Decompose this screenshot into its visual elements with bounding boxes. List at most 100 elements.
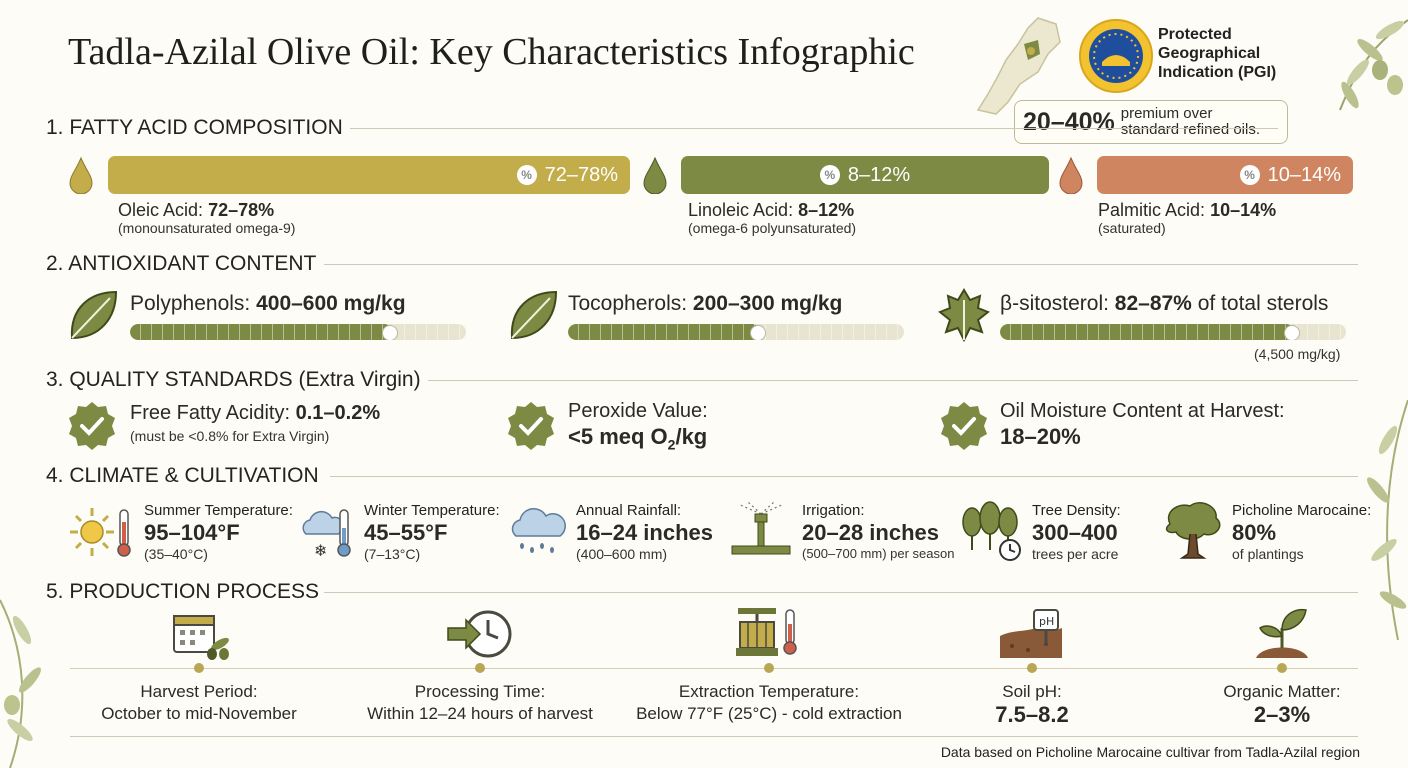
rainfall-value: 16–24 inches <box>576 520 713 545</box>
tocopherols-name: Tocopherols: <box>568 292 688 315</box>
oleic-label: Oleic Acid: 72–78% <box>118 200 274 221</box>
seedling-soil-icon <box>1256 608 1308 658</box>
rainfall-note: (400–600 mm) <box>576 546 668 562</box>
premium-line: premium over <box>1120 105 1213 122</box>
premium-callout: 20–40% premium over standard refined oil… <box>1014 100 1288 144</box>
page-title: Tadla-Azilal Olive Oil: Key Characterist… <box>68 31 915 73</box>
palmitic-bar-label: 10–14% <box>1267 163 1341 186</box>
oleic-note: (monounsaturated omega-9) <box>118 220 296 236</box>
extraction-value: Below 77°F (25°C) - cold extraction <box>636 704 902 723</box>
timeline-dot <box>194 663 204 673</box>
processing-label: Processing Time: <box>414 682 546 701</box>
gauge-fill <box>1000 324 1295 340</box>
tocopherols-label: Tocopherols: 200–300 mg/kg <box>568 292 842 316</box>
acidity-label: Free Fatty Acidity: 0.1–0.2% <box>130 402 380 425</box>
moisture-label: Oil Moisture Content at Harvest: <box>1000 400 1285 422</box>
polyphenols-value: 400–600 mg/kg <box>256 292 406 315</box>
check-badge-icon <box>69 402 115 450</box>
oak-leaf-icon <box>938 288 990 343</box>
section-heading-antioxidant: 2. ANTIOXIDANT CONTENT <box>46 252 317 275</box>
linoleic-bar: % 8–12% <box>681 156 1049 194</box>
timeline-line <box>70 668 1358 669</box>
olive-tree-icon <box>1165 502 1221 559</box>
summer-temp-value: 95–104°F <box>144 520 240 545</box>
extraction-step: Extraction Temperature: Below 77°F (25°C… <box>599 682 939 724</box>
sitosterol-label: β-sitosterol: 82–87% of total sterols <box>1000 292 1328 316</box>
tree-density-value: 300–400 <box>1032 520 1118 545</box>
picholine-label: Picholine Marocaine: <box>1232 502 1372 519</box>
palmitic-range: 10–14% <box>1210 200 1277 220</box>
section-heading-quality: 3. QUALITY STANDARDS (Extra Virgin) <box>46 368 421 391</box>
footer-rule <box>70 736 1358 737</box>
oil-drop-icon <box>643 156 667 194</box>
section-heading-production: 5. PRODUCTION PROCESS <box>46 580 320 603</box>
section-rule <box>330 476 1358 477</box>
tree-density-label: Tree Density: <box>1032 502 1121 519</box>
olive-branch-top-right-icon <box>1339 19 1408 111</box>
section-rule <box>428 380 1358 381</box>
gauge-knob <box>749 325 766 340</box>
harvest-step: Harvest Period: October to mid-November <box>49 682 349 724</box>
clock-arrow-icon <box>447 610 512 658</box>
polyphenols-gauge <box>130 324 466 340</box>
oleic-bar: % 72–78% <box>108 156 630 194</box>
palmitic-note: (saturated) <box>1098 220 1166 236</box>
soil-ph-label: Soil pH: <box>1002 682 1062 701</box>
trees-clock-icon <box>962 501 1021 561</box>
organic-matter-value: 2–3% <box>1253 702 1311 727</box>
oleic-bar-label: 72–78% <box>544 163 618 186</box>
percent-icon: % <box>819 165 840 185</box>
gauge-fill <box>130 324 393 340</box>
oleic-name: Oleic Acid: <box>118 200 204 220</box>
percent-icon: % <box>1239 165 1260 185</box>
soil-ph-meter-icon: pH <box>1000 609 1062 658</box>
section-rule <box>350 128 1278 129</box>
timeline-dot <box>1027 663 1037 673</box>
sprinkler-icon <box>731 501 791 555</box>
extraction-label: Extraction Temperature: <box>678 682 860 701</box>
calendar-olive-icon <box>173 615 229 660</box>
section-heading-climate: 4. CLIMATE & CULTIVATION <box>46 464 319 487</box>
check-badge-icon <box>508 402 554 450</box>
sitosterol-extra: (4,500 mg/kg) <box>1254 346 1341 362</box>
svg-text:pH: pH <box>1039 615 1054 628</box>
moisture-value: 18–20% <box>1000 424 1081 449</box>
sitosterol-value: 82–87% <box>1114 292 1192 315</box>
sun-thermometer-icon <box>70 508 131 557</box>
palmitic-name: Palmitic Acid: <box>1098 200 1206 220</box>
oil-drop-icon <box>1059 156 1083 194</box>
leaf-icon <box>510 290 558 340</box>
pgi-label-line: Indication (PGI) <box>1158 64 1277 81</box>
timeline-dot <box>764 663 774 673</box>
acidity-note: (must be <0.8% for Extra Virgin) <box>130 428 330 444</box>
section-rule <box>324 264 1358 265</box>
oil-drop-icon <box>69 156 93 194</box>
check-badge-icon <box>941 402 987 450</box>
sitosterol-name: β-sitosterol: <box>1000 292 1109 315</box>
peroxide-value: <5 meq O2/kg <box>568 424 707 452</box>
tocopherols-gauge <box>568 324 904 340</box>
summer-temp-label: Summer Temperature: <box>144 502 293 519</box>
pgi-label: Protected Geographical Indication (PGI) <box>1158 25 1276 82</box>
premium-text: premium over standard refined oils. <box>1121 106 1260 138</box>
harvest-value: October to mid-November <box>101 704 297 723</box>
gauge-fill <box>568 324 760 340</box>
acidity-value: 0.1–0.2% <box>295 402 381 424</box>
acidity-name: Free Fatty Acidity: <box>130 402 291 424</box>
peroxide-value-tail: /kg <box>675 424 708 449</box>
soil-ph-step: Soil pH: 7.5–8.2 <box>932 682 1132 728</box>
winter-temp-label: Winter Temperature: <box>364 502 500 519</box>
organic-matter-step: Organic Matter: 2–3% <box>1182 682 1382 728</box>
olive-branch-right-icon <box>1367 400 1408 640</box>
premium-line: standard refined oils. <box>1120 121 1260 138</box>
palmitic-bar: % 10–14% <box>1097 156 1353 194</box>
sitosterol-gauge <box>1000 324 1346 340</box>
footer-note: Data based on Picholine Marocaine cultiv… <box>940 744 1360 760</box>
linoleic-bar-label: 8–12% <box>847 163 911 186</box>
sitosterol-suffix: of total sterols <box>1197 292 1329 315</box>
picholine-note: of plantings <box>1232 546 1304 562</box>
peroxide-value-main: <5 meq O <box>568 424 668 449</box>
summer-temp-note: (35–40°C) <box>144 546 208 562</box>
pgi-label-line: Geographical <box>1158 45 1261 62</box>
gauge-knob <box>1284 325 1301 340</box>
